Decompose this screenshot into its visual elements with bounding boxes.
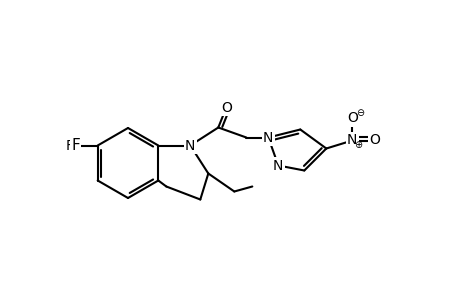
Text: N: N (185, 139, 195, 152)
Text: N: N (263, 130, 273, 145)
Text: N: N (347, 134, 357, 148)
Text: ⊖: ⊖ (355, 107, 364, 118)
Text: ⊕: ⊕ (353, 140, 362, 151)
Text: F: F (71, 138, 80, 153)
Text: O: O (346, 112, 357, 125)
Text: F: F (65, 139, 73, 152)
Text: O: O (368, 134, 379, 148)
Text: O: O (220, 100, 231, 115)
Text: N: N (273, 158, 283, 172)
